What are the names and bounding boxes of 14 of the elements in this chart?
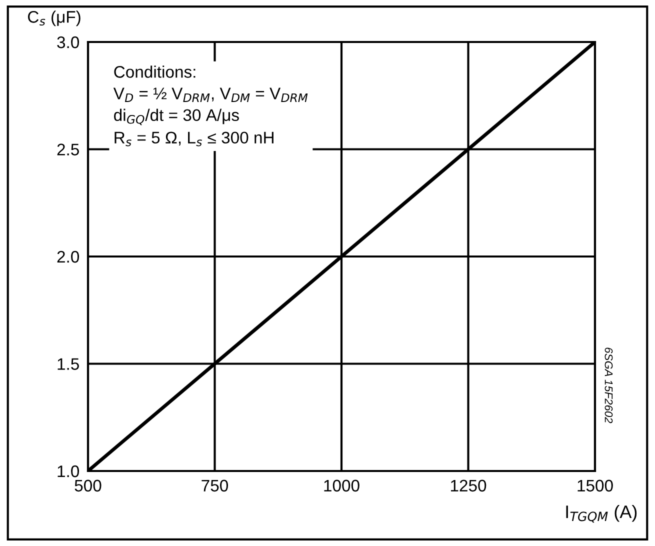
x-tick-label: 1250 bbox=[450, 480, 486, 492]
y-tick-label: 1.0 bbox=[58, 465, 80, 478]
y-tick-label: 1.5 bbox=[58, 358, 79, 370]
y-tick-label: 2.5 bbox=[57, 144, 79, 156]
x-tick-label: 1000 bbox=[324, 480, 360, 492]
x-axis-title: I$_{TGQM}$ (A) bbox=[566, 504, 637, 523]
y-tick-label: 3.0 bbox=[57, 36, 80, 48]
text: Conditions: V$_{D}$ = ½ V$_{DRM}$, V$_{DM}$ = V$_{DRM}$ di$_{GQ}$/dt = 30 A/μs R$_{s}$ = 5 Ω, L$_{s}$ ≤ 300 nH bbox=[113, 66, 308, 146]
text: 6SGA 15F2602 bbox=[604, 348, 613, 424]
y-axis-title: C$_{s}$ (μF) bbox=[28, 10, 80, 26]
x-tick-label: 1500 bbox=[578, 480, 613, 492]
y-tick-label: 2.0 bbox=[57, 250, 80, 263]
x-tick-label: 500 bbox=[74, 480, 102, 492]
x-tick-label: 750 bbox=[202, 480, 228, 492]
